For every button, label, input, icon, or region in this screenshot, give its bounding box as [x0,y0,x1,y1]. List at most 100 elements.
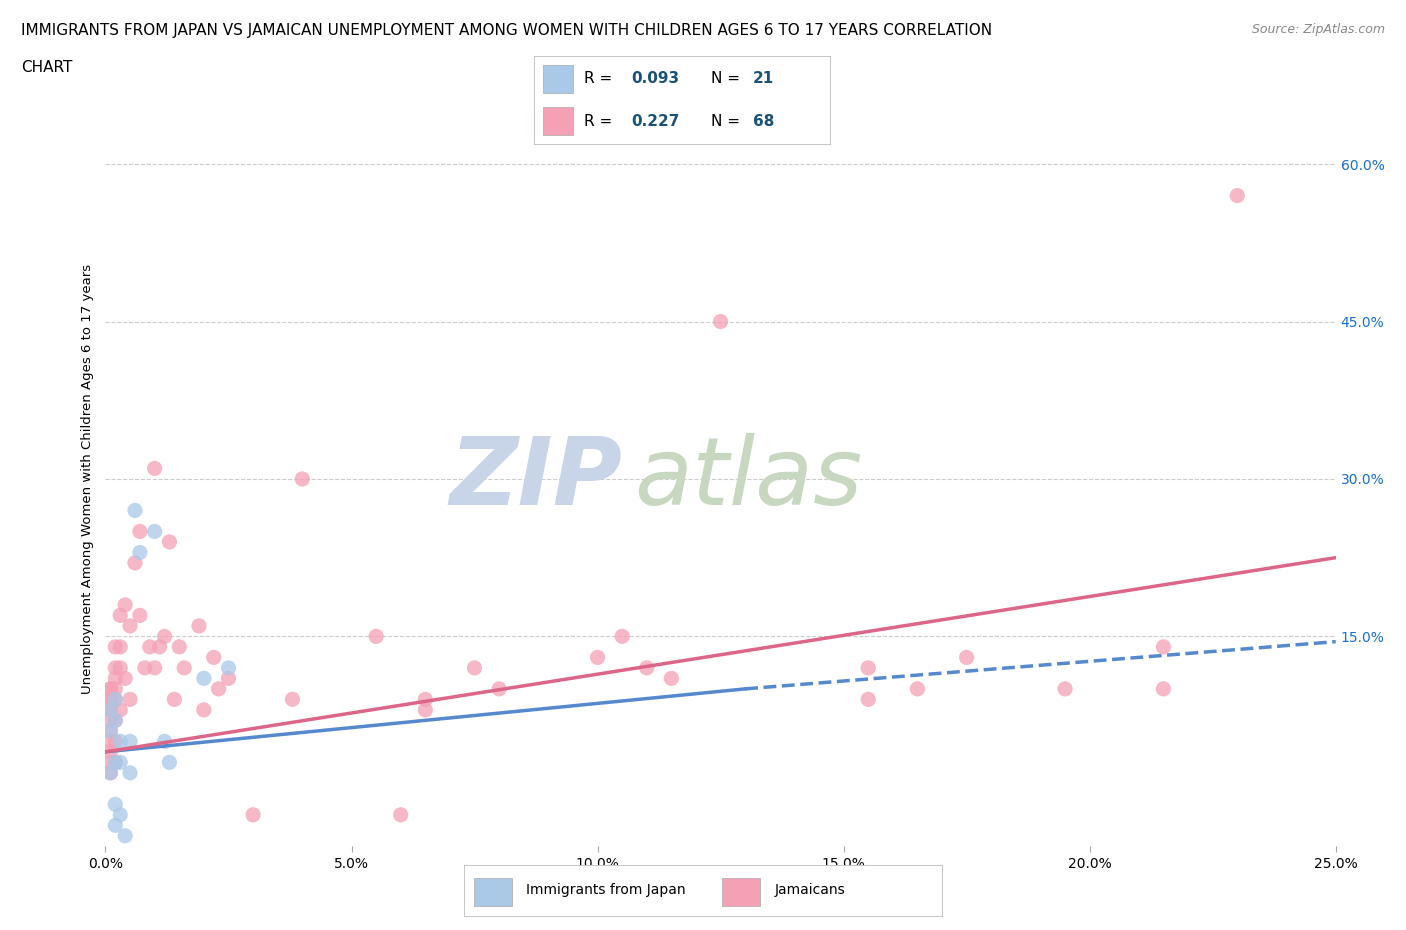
Point [1153,682,1175,697]
Point [661,671,683,685]
Point [149,640,172,655]
Point [98,755,122,770]
Text: 0.093: 0.093 [631,71,681,86]
Point [138,640,162,655]
Point [124,555,146,570]
Text: Source: ZipAtlas.com: Source: ZipAtlas.com [1251,23,1385,36]
Point [858,660,880,675]
Point [1054,682,1077,697]
Point [169,640,191,655]
Point [956,650,979,665]
Point [120,692,141,707]
Point [159,755,180,770]
Point [415,692,437,707]
Point [710,314,733,329]
Point [110,807,132,822]
Point [98,692,122,707]
Point [104,797,127,812]
Point [110,702,132,717]
Point [98,682,122,697]
Point [110,608,132,623]
Point [173,660,195,675]
Text: R =: R = [585,71,617,86]
Point [120,734,141,749]
Point [907,682,929,697]
Bar [723,878,761,906]
Point [124,503,146,518]
Point [98,724,122,738]
Bar [474,878,512,906]
Point [143,524,166,538]
Point [104,713,127,728]
Point [98,682,122,697]
Point [366,629,388,644]
Point [129,524,152,538]
Point [104,660,127,675]
Point [1153,640,1175,655]
Point [104,817,127,832]
Text: Jamaicans: Jamaicans [775,884,845,897]
Point [636,660,658,675]
Point [98,724,122,738]
Point [143,461,166,476]
Point [208,682,231,697]
Point [242,807,264,822]
Point [98,702,122,717]
Point [114,829,136,844]
Point [610,629,633,644]
Point [104,755,127,770]
Point [202,650,225,665]
Point [114,597,136,612]
Point [98,713,122,728]
Point [114,671,136,685]
Point [98,765,122,780]
Text: 21: 21 [752,71,775,86]
Point [488,682,510,697]
Point [110,660,132,675]
Point [858,692,880,707]
Point [98,744,122,759]
Text: IMMIGRANTS FROM JAPAN VS JAMAICAN UNEMPLOYMENT AMONG WOMEN WITH CHILDREN AGES 6 : IMMIGRANTS FROM JAPAN VS JAMAICAN UNEMPL… [21,23,993,38]
Point [159,535,180,550]
Point [281,692,304,707]
Point [153,734,176,749]
Point [188,618,211,633]
Point [104,671,127,685]
Y-axis label: Unemployment Among Women with Children Ages 6 to 17 years: Unemployment Among Women with Children A… [82,264,94,694]
Point [134,660,156,675]
Point [104,682,127,697]
Point [586,650,609,665]
Point [110,755,132,770]
Point [193,702,215,717]
Point [163,692,186,707]
Text: N =: N = [711,71,745,86]
Point [153,629,176,644]
Point [98,702,122,717]
Point [218,671,240,685]
Point [104,713,127,728]
Text: 0.227: 0.227 [631,114,681,129]
Text: 68: 68 [752,114,775,129]
Text: R =: R = [585,114,617,129]
Point [98,702,122,717]
Point [143,660,166,675]
Point [193,671,215,685]
Text: CHART: CHART [21,60,73,75]
Point [1226,188,1249,203]
Point [110,734,132,749]
Point [218,660,240,675]
Point [464,660,486,675]
Point [104,734,127,749]
Point [389,807,412,822]
Text: N =: N = [711,114,745,129]
Text: Immigrants from Japan: Immigrants from Japan [526,884,686,897]
Bar [543,107,572,136]
Point [104,692,127,707]
Point [129,545,152,560]
Point [98,692,122,707]
Point [104,640,127,655]
Point [291,472,314,486]
Point [110,640,132,655]
Point [120,765,141,780]
Point [120,618,141,633]
